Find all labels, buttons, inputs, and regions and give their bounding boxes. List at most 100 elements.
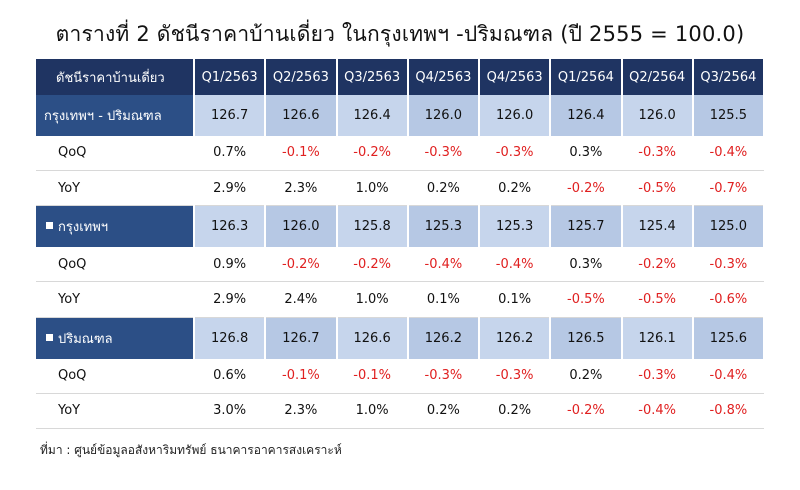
qoq-label: QoQ bbox=[36, 358, 194, 394]
qoq-cell: -0.2% bbox=[265, 247, 337, 283]
index-cell: 126.6 bbox=[336, 317, 409, 359]
column-header: Q2/2563 bbox=[265, 59, 338, 95]
yoy-cell: -0.5% bbox=[621, 170, 693, 207]
yoy-cell: 2.4% bbox=[265, 281, 337, 318]
region-label: กรุงเทพฯ bbox=[36, 205, 195, 248]
region-name: ปริมณฑล bbox=[58, 331, 113, 347]
yoy-cell: 0.2% bbox=[479, 393, 551, 430]
index-cell: 126.1 bbox=[621, 317, 694, 359]
qoq-cell: -0.3% bbox=[621, 358, 693, 394]
qoq-cell: 0.7% bbox=[194, 135, 266, 172]
qoq-row: QoQ 0.9% -0.2% -0.2% -0.4% -0.4% 0.3% -0… bbox=[36, 247, 764, 283]
index-cell: 126.2 bbox=[407, 317, 481, 359]
qoq-cell: -0.4% bbox=[407, 247, 479, 283]
yoy-cell: -0.4% bbox=[621, 393, 693, 430]
index-cell: 126.5 bbox=[550, 317, 623, 359]
qoq-cell: -0.4% bbox=[692, 135, 764, 172]
yoy-row: YoY 3.0% 2.3% 1.0% 0.2% 0.2% -0.2% -0.4%… bbox=[36, 393, 764, 430]
index-cell: 126.0 bbox=[621, 95, 694, 136]
index-cell: 125.4 bbox=[621, 205, 694, 248]
region-row: กรุงเทพฯ - ปริมณฑล 126.7 126.6 126.4 126… bbox=[36, 95, 766, 136]
yoy-cell: -0.2% bbox=[550, 170, 622, 207]
index-cell: 125.5 bbox=[692, 95, 766, 136]
index-cell: 126.0 bbox=[265, 205, 338, 248]
index-cell: 126.2 bbox=[479, 317, 552, 359]
yoy-cell: 2.3% bbox=[265, 393, 337, 430]
yoy-cell: 0.1% bbox=[407, 281, 479, 318]
qoq-cell: -0.1% bbox=[265, 135, 337, 172]
yoy-cell: -0.5% bbox=[621, 281, 693, 318]
qoq-cell: -0.2% bbox=[336, 247, 408, 283]
region-label: ปริมณฑล bbox=[36, 317, 195, 359]
column-header: Q3/2563 bbox=[336, 59, 409, 95]
column-header: Q2/2564 bbox=[621, 59, 694, 95]
yoy-label: YoY bbox=[36, 393, 194, 430]
qoq-cell: -0.3% bbox=[407, 358, 479, 394]
region-name: กรุงเทพฯ - ปริมณฑล bbox=[44, 108, 162, 124]
bullet-icon bbox=[46, 333, 53, 341]
column-header: Q4/2563 bbox=[407, 59, 481, 95]
yoy-cell: 1.0% bbox=[336, 281, 408, 318]
qoq-cell: -0.3% bbox=[407, 135, 479, 172]
index-cell: 126.8 bbox=[194, 317, 267, 359]
index-cell: 126.4 bbox=[336, 95, 409, 136]
qoq-cell: -0.4% bbox=[479, 247, 551, 283]
yoy-cell: -0.2% bbox=[550, 393, 622, 430]
yoy-label: YoY bbox=[36, 281, 194, 318]
qoq-row: QoQ 0.7% -0.1% -0.2% -0.3% -0.3% 0.3% -0… bbox=[36, 135, 764, 172]
yoy-cell: 2.9% bbox=[194, 170, 266, 207]
qoq-cell: -0.1% bbox=[265, 358, 337, 394]
region-name: กรุงเทพฯ bbox=[58, 220, 109, 236]
price-index-table: ดัชนีราคาบ้านเดี่ยว Q1/2563 Q2/2563 Q3/2… bbox=[36, 59, 766, 430]
yoy-cell: 0.1% bbox=[479, 281, 551, 318]
index-cell: 126.4 bbox=[550, 95, 623, 136]
index-cell: 126.7 bbox=[194, 95, 267, 136]
qoq-cell: -0.3% bbox=[621, 135, 693, 172]
region-row: ปริมณฑล 126.8 126.7 126.6 126.2 126.2 12… bbox=[36, 317, 766, 359]
qoq-cell: -0.3% bbox=[479, 135, 551, 172]
yoy-cell: -0.5% bbox=[550, 281, 622, 318]
index-cell: 125.7 bbox=[550, 205, 623, 248]
yoy-cell: 3.0% bbox=[194, 393, 266, 430]
qoq-cell: 0.2% bbox=[550, 358, 622, 394]
yoy-label: YoY bbox=[36, 170, 194, 207]
yoy-cell: 1.0% bbox=[336, 393, 408, 430]
qoq-cell: -0.2% bbox=[621, 247, 693, 283]
qoq-cell: -0.4% bbox=[692, 358, 764, 394]
header-row: ดัชนีราคาบ้านเดี่ยว Q1/2563 Q2/2563 Q3/2… bbox=[36, 59, 766, 95]
index-cell: 126.7 bbox=[265, 317, 338, 359]
yoy-cell: 0.2% bbox=[407, 393, 479, 430]
qoq-cell: -0.3% bbox=[692, 247, 764, 283]
index-cell: 126.3 bbox=[194, 205, 267, 248]
column-header: Q1/2564 bbox=[550, 59, 623, 95]
qoq-label: QoQ bbox=[36, 135, 194, 172]
qoq-label: QoQ bbox=[36, 247, 194, 283]
index-cell: 126.0 bbox=[479, 95, 552, 136]
index-cell: 126.6 bbox=[265, 95, 338, 136]
index-cell: 125.3 bbox=[479, 205, 552, 248]
yoy-cell: 0.2% bbox=[407, 170, 479, 207]
yoy-row: YoY 2.9% 2.3% 1.0% 0.2% 0.2% -0.2% -0.5%… bbox=[36, 170, 764, 207]
qoq-cell: -0.3% bbox=[479, 358, 551, 394]
index-cell: 125.0 bbox=[692, 205, 766, 248]
yoy-cell: -0.8% bbox=[692, 393, 764, 430]
index-cell: 126.0 bbox=[407, 95, 481, 136]
yoy-row: YoY 2.9% 2.4% 1.0% 0.1% 0.1% -0.5% -0.5%… bbox=[36, 281, 764, 318]
index-cell: 125.8 bbox=[336, 205, 409, 248]
column-header: Q3/2564 bbox=[692, 59, 766, 95]
column-header: Q1/2563 bbox=[194, 59, 267, 95]
index-cell: 125.6 bbox=[692, 317, 766, 359]
region-row: กรุงเทพฯ 126.3 126.0 125.8 125.3 125.3 1… bbox=[36, 205, 766, 248]
bullet-icon bbox=[46, 222, 53, 230]
table-title: ตารางที่ 2 ดัชนีราคาบ้านเดี่ยว ในกรุงเทพ… bbox=[55, 22, 745, 46]
qoq-cell: -0.2% bbox=[336, 135, 408, 172]
source-note: ที่มา : ศูนย์ข้อมูลอสังหาริมทรัพย์ ธนาคา… bbox=[40, 443, 342, 457]
yoy-cell: -0.6% bbox=[692, 281, 764, 318]
header-label: ดัชนีราคาบ้านเดี่ยว bbox=[36, 59, 195, 95]
qoq-cell: -0.1% bbox=[336, 358, 408, 394]
index-cell: 125.3 bbox=[407, 205, 481, 248]
yoy-cell: 0.2% bbox=[479, 170, 551, 207]
yoy-cell: 2.3% bbox=[265, 170, 337, 207]
yoy-cell: 2.9% bbox=[194, 281, 266, 318]
yoy-cell: -0.7% bbox=[692, 170, 764, 207]
